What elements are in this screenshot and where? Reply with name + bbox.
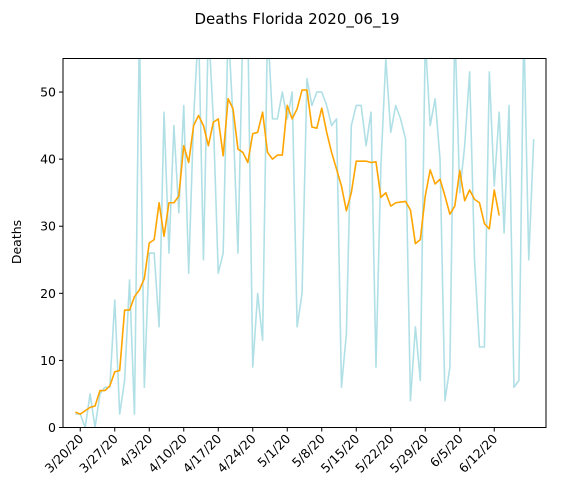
plot-area [75,58,535,428]
y-axis-label: Deaths [9,220,24,264]
y-tick-label: 0 [48,420,56,435]
series-line-daily-deaths [75,58,535,428]
chart-title: Deaths Florida 2020_06_19 [194,10,399,29]
y-tick-label: 10 [40,353,56,368]
y-axis: 0 10 20 30 40 50 [40,85,63,435]
y-tick-label: 50 [40,85,56,100]
plot-frame [62,58,547,428]
series-line-moving-average [75,89,500,415]
y-tick-label: 20 [40,286,56,301]
y-tick-label: 40 [40,152,56,167]
y-tick-label: 30 [40,219,56,234]
